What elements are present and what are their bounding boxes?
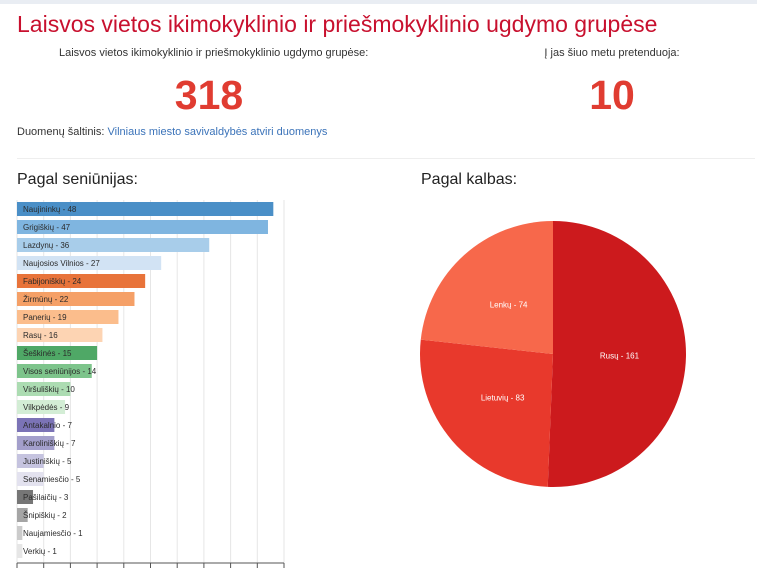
source-line: Duomenų šaltinis: Vilniaus miesto saviva… [17,126,327,138]
bar [17,238,210,252]
bar-label: Vilkpėdės - 9 [23,403,70,412]
bar [17,490,34,504]
bar-label: Justiniškių - 5 [23,457,72,466]
pie-chart: Rusų - 161 Lietuvių - 83 Lenkų - 74 [420,221,686,487]
bar-label: Fabijoniškių - 24 [23,277,82,286]
source-label: Duomenų šaltinis: [17,126,105,138]
bar [17,346,98,360]
bar [17,418,55,432]
bar-label: Naujosios Vilnios - 27 [23,259,100,268]
pie-slice [420,339,553,487]
bar [17,364,92,378]
bar [17,220,268,234]
page-title: Laisvos vietos ikimokyklinio ir priešmok… [17,11,658,37]
bar [17,400,66,414]
free-places-label: Laisvos vietos ikimokyklinio ir priešmok… [59,47,369,59]
pie-slice [420,221,553,354]
pie-label: Rusų - 161 [600,351,640,360]
bar-label: Grigiškių - 47 [23,223,71,232]
bar-label: Visos seniūnijos - 14 [23,367,97,376]
bar-label: Šeškinės - 15 [23,349,72,358]
bar [17,328,103,342]
free-places-value: 318 [174,72,244,118]
bar-label: Rasų - 16 [23,331,58,340]
bar [17,472,44,486]
bar-label: Senamiesčio - 5 [23,475,81,484]
bar-label: Viršuliškių - 10 [23,385,75,394]
bar [17,526,23,540]
bar-chart-title: Pagal seniūnijas: [17,171,138,188]
bar [17,544,23,558]
bar-label: Lazdynų - 36 [23,241,70,250]
bar-label: Panerių - 19 [23,313,67,322]
applicants-label: Į jas šiuo metu pretenduoja: [544,47,680,59]
bar [17,202,274,216]
bar-label: Šnipiškių - 2 [23,511,67,520]
divider [17,158,755,159]
bar [17,274,146,288]
bar-label: Naujininkų - 48 [23,205,77,214]
bar [17,508,28,522]
pie-label: Lietuvių - 83 [481,393,525,402]
pie-label: Lenkų - 74 [490,300,528,309]
bar [17,454,44,468]
bar [17,382,71,396]
pie-slice [547,221,686,487]
bar [17,292,135,306]
source-link[interactable]: Vilniaus miesto savivaldybės atviri duom… [107,126,328,138]
bar-chart: Naujininkų - 48 Grigiškių - 47 Lazdynų - 3… [16,200,285,568]
bar-label: Karoliniškių - 7 [23,439,76,448]
bar-label: Žirmūnų - 22 [23,295,69,304]
bar [17,436,55,450]
bar-label: Verkių - 1 [23,547,57,556]
applicants-value: 10 [589,72,635,118]
bar-label: Pašilaičių - 3 [23,493,69,502]
pie-chart-title: Pagal kalbas: [421,171,518,188]
bar [17,256,162,270]
top-strip [0,0,757,4]
bar-label: Antakalnio - 7 [23,421,72,430]
bar-label: Naujamiesčio - 1 [23,529,83,538]
bar [17,310,119,324]
